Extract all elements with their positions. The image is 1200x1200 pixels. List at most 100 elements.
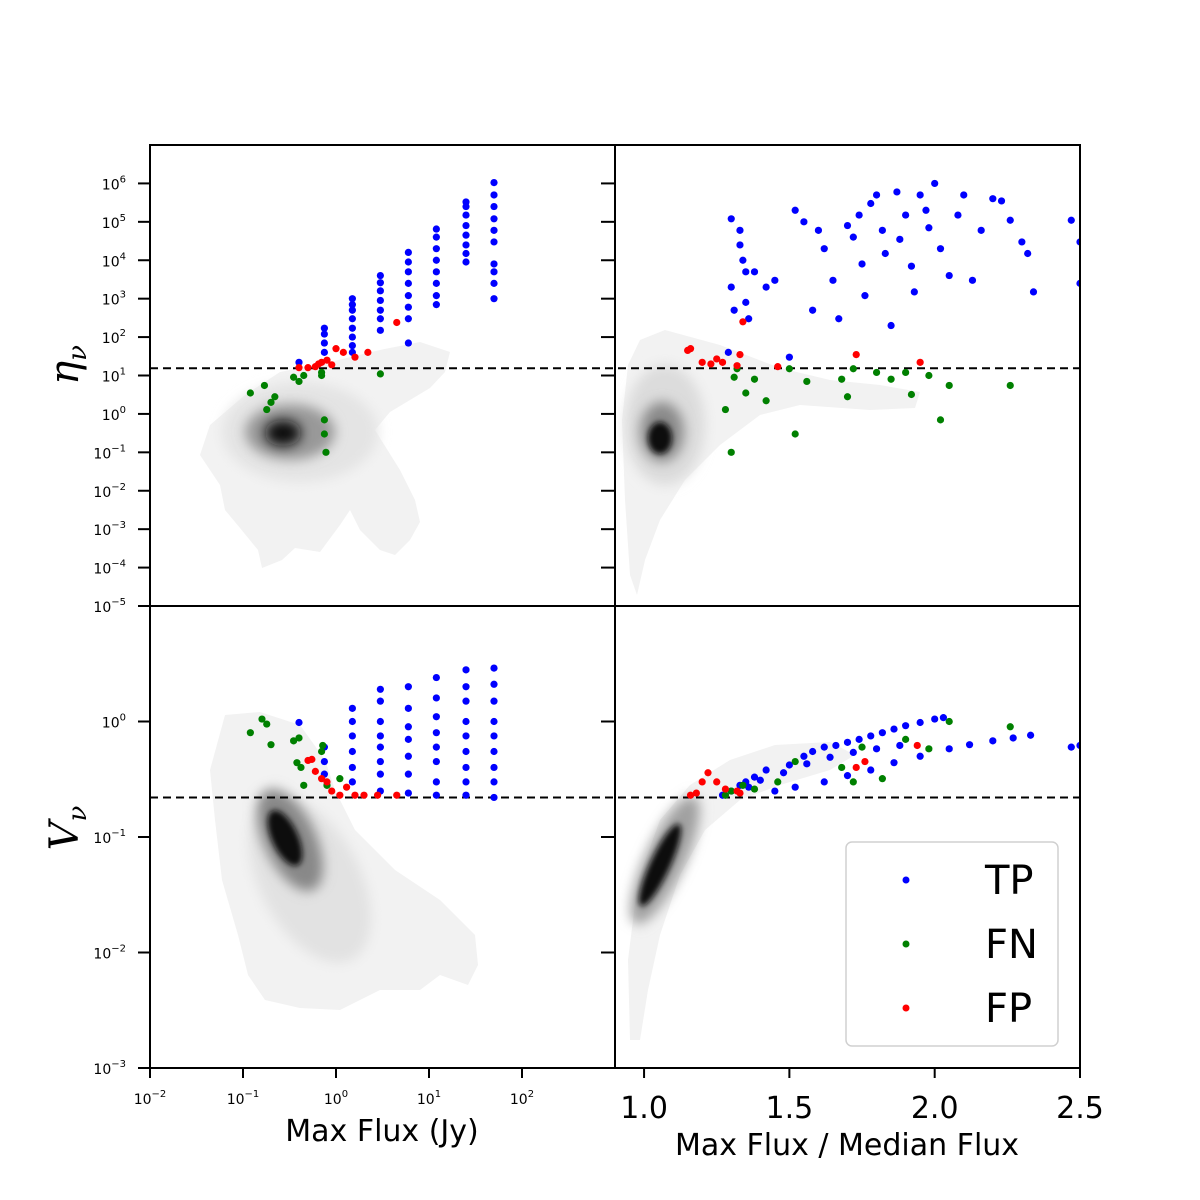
y-label-eta-subscript: ν bbox=[63, 345, 93, 361]
v-vs-maxflux-tp-point-6 bbox=[348, 747, 356, 756]
left-xtick-label--2: 10−2 bbox=[134, 1089, 167, 1108]
legend-fn-marker bbox=[902, 940, 910, 948]
v-vs-maxflux-fp-point-9 bbox=[360, 791, 368, 799]
eta-vs-ratio-fn-point-8 bbox=[791, 430, 799, 438]
eta-ytick-label--2: 10−2 bbox=[93, 482, 126, 501]
v-vs-ratio-fn-point-7 bbox=[849, 778, 857, 786]
eta-vs-maxflux-tp-point-47 bbox=[490, 260, 498, 268]
v-vs-maxflux-tp-point-5 bbox=[348, 763, 356, 772]
eta-vs-maxflux-tp-point-17 bbox=[376, 287, 384, 295]
eta-vs-ratio-fn-point-18 bbox=[936, 416, 945, 424]
v-vs-maxflux-tp-point-43 bbox=[490, 778, 498, 786]
v-vs-maxflux-fn-point-1 bbox=[258, 715, 266, 723]
v-vs-maxflux-fn-point-9 bbox=[317, 747, 326, 756]
eta-ytick-label-4: 104 bbox=[102, 251, 126, 270]
y-label-eta: ην bbox=[42, 345, 93, 385]
v-vs-ratio-tp-point-7 bbox=[800, 752, 808, 760]
eta-vs-ratio-fp-point-4 bbox=[713, 355, 721, 363]
eta-vs-ratio-fp-point-8 bbox=[739, 318, 747, 326]
scatter-v-maxflux bbox=[246, 664, 498, 802]
eta-vs-maxflux-tp-point-27 bbox=[404, 248, 412, 257]
v-vs-ratio-fp-point-1 bbox=[692, 789, 700, 797]
eta-vs-ratio-fp-point-10 bbox=[852, 350, 860, 359]
eta-vs-maxflux-fn-point-0 bbox=[246, 389, 254, 397]
eta-vs-ratio-tp-point-2 bbox=[727, 283, 735, 291]
eta-vs-ratio-fp-point-3 bbox=[707, 360, 715, 368]
v-vs-maxflux-tp-point-37 bbox=[462, 732, 470, 740]
eta-vs-maxflux-fn-point-4 bbox=[271, 393, 279, 401]
v-vs-maxflux-fn-point-6 bbox=[293, 759, 301, 767]
eta-vs-maxflux-tp-point-38 bbox=[462, 241, 470, 249]
eta-vs-ratio-tp-point-23 bbox=[855, 211, 863, 219]
eta-ytick-label-1: 101 bbox=[102, 367, 126, 386]
eta-vs-maxflux-tp-point-49 bbox=[490, 226, 498, 234]
v-vs-ratio-tp-point-20 bbox=[771, 787, 779, 795]
v-vs-ratio-tp-point-38 bbox=[826, 753, 834, 761]
v-vs-maxflux-tp-point-12 bbox=[376, 757, 384, 766]
right-xtick-label-1.5: 1.5 bbox=[766, 1091, 814, 1126]
v-vs-ratio-fn-point-9 bbox=[878, 775, 886, 783]
v-vs-ratio-tp-point-18 bbox=[931, 715, 939, 723]
eta-vs-ratio-tp-point-9 bbox=[745, 315, 753, 323]
eta-vs-ratio-tp-point-42 bbox=[954, 211, 962, 219]
v-vs-maxflux-fn-point-10 bbox=[319, 741, 327, 750]
eta-vs-ratio-tp-point-11 bbox=[762, 283, 770, 291]
eta-vs-maxflux-tp-point-28 bbox=[432, 301, 440, 309]
eta-vs-maxflux-tp-point-3 bbox=[320, 330, 328, 338]
v-vs-ratio-fn-point-2 bbox=[739, 781, 747, 789]
v-vs-maxflux-tp-point-4 bbox=[348, 778, 356, 786]
v-vs-ratio-fp-point-7 bbox=[736, 789, 744, 797]
v-ytick-label-0: 100 bbox=[102, 713, 126, 732]
eta-vs-ratio-tp-point-21 bbox=[843, 221, 852, 230]
v-vs-ratio-tp-point-34 bbox=[745, 783, 753, 791]
v-vs-maxflux-tp-point-30 bbox=[432, 713, 440, 721]
v-vs-maxflux-fp-point-11 bbox=[393, 791, 401, 799]
v-vs-ratio-tp-point-23 bbox=[843, 772, 852, 780]
eta-vs-maxflux-tp-point-13 bbox=[376, 326, 384, 334]
eta-vs-maxflux-fn-point-12 bbox=[322, 448, 330, 456]
right-xtick-label-2.5: 2.5 bbox=[1056, 1091, 1104, 1126]
left-xtick-label-2: 102 bbox=[510, 1089, 534, 1108]
eta-vs-maxflux-tp-point-15 bbox=[376, 306, 384, 314]
eta-vs-maxflux-fn-point-11 bbox=[320, 430, 328, 438]
eta-ytick-label--4: 10−4 bbox=[93, 559, 126, 578]
v-vs-ratio-tp-point-29 bbox=[989, 737, 997, 745]
density-bl bbox=[210, 712, 478, 1010]
v-vs-maxflux-tp-point-41 bbox=[462, 666, 470, 674]
eta-vs-maxflux-tp-point-6 bbox=[348, 342, 356, 350]
eta-vs-ratio-tp-point-46 bbox=[989, 195, 997, 203]
eta-vs-maxflux-tp-point-45 bbox=[490, 279, 498, 287]
v-vs-ratio-tp-point-24 bbox=[867, 766, 875, 774]
legend: TP FN FP bbox=[845, 841, 1059, 1047]
v-vs-ratio-fn-point-13 bbox=[1006, 723, 1014, 731]
eta-vs-ratio-tp-point-8 bbox=[742, 298, 750, 306]
eta-vs-maxflux-fn-point-7 bbox=[300, 371, 308, 380]
eta-vs-ratio-tp-point-38 bbox=[925, 224, 933, 232]
eta-vs-ratio-tp-point-34 bbox=[907, 262, 916, 270]
eta-vs-maxflux-tp-point-35 bbox=[432, 225, 440, 233]
v-vs-maxflux-fn-point-3 bbox=[267, 741, 275, 749]
v-vs-ratio-tp-point-9 bbox=[820, 743, 828, 751]
v-vs-ratio-tp-point-30 bbox=[1009, 734, 1017, 742]
scatter-eta-maxflux bbox=[246, 179, 498, 456]
v-vs-ratio-fp-point-3 bbox=[704, 769, 712, 777]
v-vs-ratio-tp-point-37 bbox=[803, 760, 811, 768]
x-label-right: Max Flux / Median Flux bbox=[675, 1128, 1019, 1163]
eta-vs-maxflux-fn-point-13 bbox=[376, 370, 384, 378]
eta-vs-ratio-tp-point-51 bbox=[1029, 288, 1038, 296]
legend-fn-label: FN bbox=[985, 922, 1038, 968]
eta-vs-maxflux-tp-point-22 bbox=[404, 303, 412, 311]
v-vs-maxflux-tp-point-28 bbox=[432, 743, 440, 751]
eta-ytick-label-3: 103 bbox=[102, 290, 126, 309]
eta-vs-ratio-tp-point-20 bbox=[835, 315, 843, 323]
v-vs-ratio-tp-point-19 bbox=[939, 714, 948, 722]
v-vs-maxflux-tp-point-16 bbox=[376, 697, 384, 705]
v-vs-maxflux-tp-point-11 bbox=[376, 770, 384, 778]
eta-vs-maxflux-tp-point-18 bbox=[376, 279, 384, 287]
eta-vs-maxflux-tp-point-21 bbox=[404, 315, 412, 323]
eta-vs-maxflux-tp-point-26 bbox=[404, 258, 412, 266]
v-vs-maxflux-tp-point-7 bbox=[348, 732, 356, 740]
eta-vs-ratio-fp-point-1 bbox=[686, 345, 695, 353]
v-vs-ratio-fp-point-5 bbox=[721, 785, 730, 793]
v-vs-maxflux-fp-point-8 bbox=[351, 791, 359, 799]
